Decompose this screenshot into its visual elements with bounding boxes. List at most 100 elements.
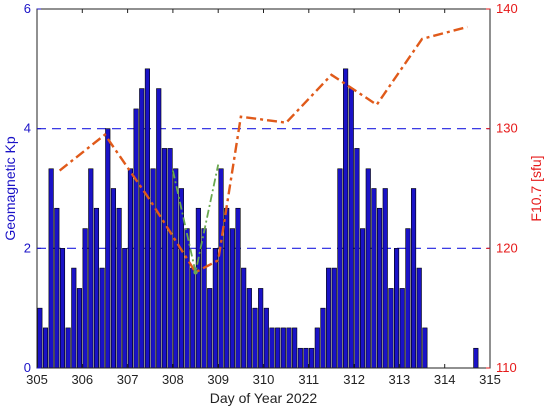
kp-bar	[178, 188, 184, 369]
kp-bar	[37, 307, 43, 369]
kp-bar	[394, 248, 400, 369]
x-tick-label: 306	[71, 372, 93, 387]
kp-bar	[246, 288, 252, 369]
kp-bar	[371, 188, 377, 369]
kp-bar	[190, 267, 196, 369]
x-tick-label: 305	[26, 372, 48, 387]
x-tick-label: 308	[162, 372, 184, 387]
kp-bar	[116, 207, 122, 369]
x-tick-label: 312	[343, 372, 365, 387]
kp-bar	[161, 148, 167, 369]
x-axis-title: Day of Year 2022	[210, 390, 318, 406]
line-layer	[58, 25, 468, 275]
kp-bar	[42, 327, 49, 369]
left-tick-label: 4	[24, 121, 31, 136]
kp-bar	[314, 327, 320, 369]
kp-bar	[167, 148, 173, 369]
kp-bar	[399, 288, 405, 369]
kp-bar	[337, 168, 343, 369]
kp-bar	[473, 347, 479, 369]
kp-bar	[405, 228, 411, 369]
kp-bar	[218, 168, 224, 369]
grid-layer	[37, 128, 490, 249]
kp-bar	[173, 168, 179, 369]
kp-bar	[360, 228, 366, 369]
kp-bar	[388, 288, 394, 369]
right-tick-label: 130	[496, 121, 518, 136]
kp-bar	[275, 327, 281, 369]
kp-bar	[326, 267, 332, 369]
left-tick-label: 6	[24, 1, 31, 16]
kp-bar	[229, 228, 235, 369]
x-tick-label: 307	[117, 372, 139, 387]
kp-bar	[65, 327, 71, 369]
kp-bar	[99, 267, 105, 369]
kp-bar	[195, 207, 201, 369]
right-tick-label: 110	[496, 360, 517, 375]
kp-bar	[224, 207, 230, 369]
left-axis-title: Geomagnetic Kp	[2, 136, 18, 240]
kp-bar	[286, 327, 292, 369]
kp-bar	[156, 88, 162, 369]
left-axis-ticks: 0 2 4 6	[24, 1, 41, 375]
kp-bar	[320, 307, 326, 369]
kp-bar	[54, 207, 60, 369]
kp-bar	[416, 267, 422, 369]
kp-bar	[127, 168, 133, 369]
kp-bar	[201, 228, 207, 369]
x-tick-label: 311	[298, 372, 319, 387]
x-tick-label: 310	[253, 372, 275, 387]
x-tick-label: 309	[207, 372, 229, 387]
right-tick-label: 140	[496, 1, 518, 16]
x-tick-label: 314	[434, 372, 456, 387]
f107-line	[58, 25, 468, 274]
kp-bar	[105, 128, 111, 369]
kp-bar	[59, 248, 66, 369]
kp-bar	[348, 88, 354, 369]
kp-bar	[93, 207, 100, 369]
kp-bar	[144, 68, 150, 369]
kp-bar	[207, 288, 213, 369]
x-axis-ticks: 305 306 307 308 309 310 311 312 313 314 315	[26, 9, 501, 387]
kp-bar	[76, 288, 83, 369]
kp-bar	[71, 267, 77, 369]
kp-bar	[235, 207, 241, 369]
kp-bar	[365, 168, 371, 369]
right-tick-label: 120	[496, 240, 518, 255]
kp-bar	[252, 307, 258, 369]
kp-bar	[269, 327, 275, 369]
kp-bar	[139, 88, 145, 369]
x-tick-label: 313	[389, 372, 411, 387]
kp-bar	[82, 228, 88, 369]
kp-bar	[263, 307, 269, 369]
kp-bar	[303, 347, 309, 369]
kp-bar	[241, 267, 247, 369]
plot-frame	[36, 8, 491, 369]
right-axis-title: F10.7 [sfu]	[528, 155, 544, 221]
kp-bar	[309, 347, 315, 369]
kp-bar	[377, 207, 383, 369]
green-line-marker	[193, 270, 198, 275]
left-tick-label: 2	[24, 240, 31, 255]
kp-bar	[331, 267, 337, 369]
kp-bars	[37, 68, 479, 369]
kp-bar	[382, 188, 388, 369]
kp-bar	[354, 148, 360, 369]
kp-bar	[410, 188, 417, 369]
kp-bar	[422, 327, 428, 369]
kp-bar	[258, 288, 264, 369]
kp-bar	[150, 168, 156, 369]
kp-bar	[184, 228, 190, 369]
x-tick-label: 315	[479, 372, 501, 387]
kp-bar	[212, 248, 218, 369]
kp-bar	[297, 347, 303, 369]
kp-bar	[122, 248, 128, 369]
kp-bar	[110, 188, 117, 369]
kp-bar	[343, 68, 349, 369]
kp-bar	[48, 168, 54, 369]
kp-bar	[133, 108, 139, 369]
kp-bar	[88, 168, 94, 369]
green-line	[172, 164, 220, 273]
